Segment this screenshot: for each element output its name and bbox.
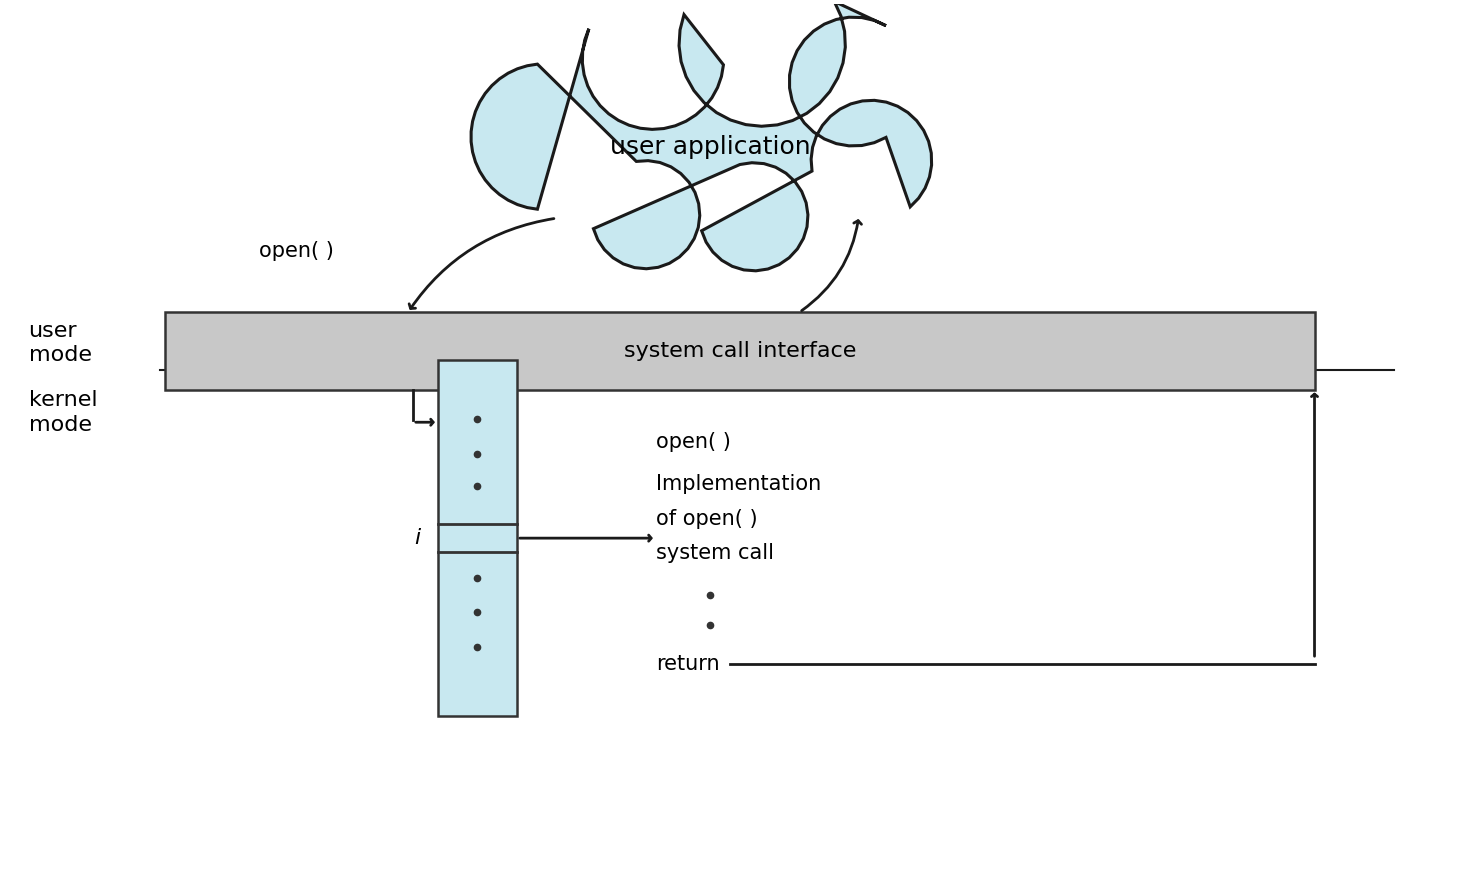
Bar bbox=[437, 359, 518, 716]
Bar bbox=[165, 312, 1314, 390]
Text: open( ): open( ) bbox=[656, 432, 731, 452]
Polygon shape bbox=[471, 2, 931, 271]
Text: i: i bbox=[414, 528, 420, 548]
Text: open( ): open( ) bbox=[259, 240, 335, 261]
Text: system call interface: system call interface bbox=[624, 341, 857, 361]
Text: of open( ): of open( ) bbox=[656, 510, 757, 529]
Text: return: return bbox=[656, 654, 719, 674]
Text: user
mode: user mode bbox=[29, 321, 92, 366]
Text: user application: user application bbox=[610, 135, 810, 159]
Text: kernel
mode: kernel mode bbox=[29, 390, 98, 434]
Text: Implementation: Implementation bbox=[656, 474, 822, 493]
Text: system call: system call bbox=[656, 543, 773, 563]
